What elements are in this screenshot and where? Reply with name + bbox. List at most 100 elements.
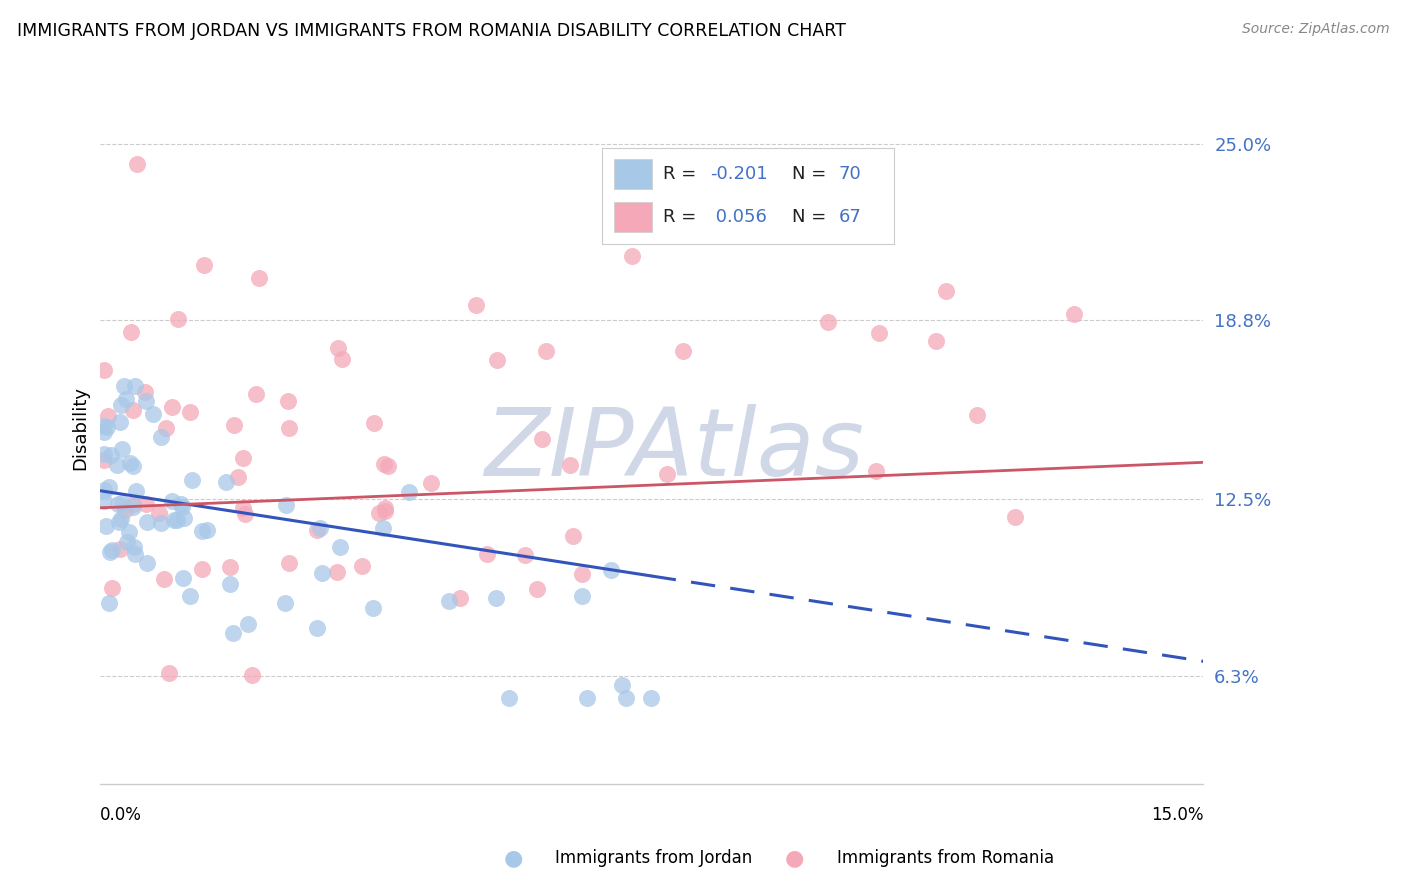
Point xyxy=(98,480,121,494)
Point xyxy=(162,494,184,508)
Point xyxy=(640,691,662,706)
Point xyxy=(558,458,581,472)
Point xyxy=(273,596,295,610)
Point xyxy=(363,600,385,615)
Point xyxy=(222,625,245,640)
Point xyxy=(162,400,184,414)
Point xyxy=(245,387,267,401)
Point xyxy=(485,352,508,367)
Point xyxy=(309,521,332,535)
Point xyxy=(374,504,396,518)
Point xyxy=(134,384,156,399)
Point xyxy=(157,666,180,681)
Point xyxy=(96,419,118,434)
Point xyxy=(110,512,132,526)
Point xyxy=(93,425,115,440)
Point xyxy=(571,589,593,603)
Point xyxy=(925,334,948,348)
Point xyxy=(219,559,242,574)
Point xyxy=(97,596,120,610)
Point xyxy=(93,483,115,497)
Point xyxy=(180,474,202,488)
Point xyxy=(439,593,461,607)
Point xyxy=(121,498,143,512)
Point xyxy=(377,458,399,473)
Point xyxy=(173,510,195,524)
Point xyxy=(124,547,146,561)
Text: 15.0%: 15.0% xyxy=(1150,806,1204,824)
Point xyxy=(966,408,988,422)
Point xyxy=(107,498,129,512)
Point xyxy=(110,398,132,412)
Point xyxy=(330,352,353,367)
Point xyxy=(449,591,471,605)
Point xyxy=(124,378,146,392)
Point xyxy=(247,270,270,285)
Point xyxy=(111,496,134,510)
Point xyxy=(121,458,143,473)
Point xyxy=(363,416,385,430)
Point xyxy=(1004,510,1026,524)
Point xyxy=(191,524,214,538)
Point xyxy=(142,407,165,421)
Text: 0.0%: 0.0% xyxy=(100,806,142,824)
Point xyxy=(170,497,193,511)
Point xyxy=(125,484,148,499)
Point xyxy=(526,582,548,596)
Point xyxy=(475,547,498,561)
Point xyxy=(135,497,157,511)
Point xyxy=(100,581,122,595)
Point xyxy=(166,513,188,527)
Point xyxy=(374,500,396,515)
Point xyxy=(100,543,122,558)
Point xyxy=(93,418,115,433)
Point xyxy=(226,470,249,484)
Point xyxy=(108,415,131,429)
Point xyxy=(191,562,214,576)
Point xyxy=(150,516,173,530)
Point xyxy=(817,315,839,329)
Point xyxy=(621,249,644,263)
Point xyxy=(93,453,115,467)
Point xyxy=(562,529,585,543)
Point xyxy=(274,499,297,513)
Point xyxy=(485,591,508,605)
Point xyxy=(115,535,138,549)
Point xyxy=(498,691,520,706)
Point xyxy=(118,525,141,540)
Point xyxy=(398,484,420,499)
Point xyxy=(464,298,486,312)
Point xyxy=(305,523,328,537)
Point xyxy=(114,502,136,516)
Point xyxy=(108,516,131,530)
Point xyxy=(179,405,201,419)
Point xyxy=(153,573,176,587)
Point xyxy=(513,548,536,562)
Point xyxy=(278,421,301,435)
Point xyxy=(534,343,557,358)
Point xyxy=(599,564,621,578)
Point xyxy=(97,409,120,423)
Point xyxy=(235,507,257,521)
Point xyxy=(326,565,349,579)
Point xyxy=(193,258,215,272)
Point xyxy=(105,458,128,472)
Point xyxy=(373,458,395,472)
Point xyxy=(172,571,194,585)
Point xyxy=(530,432,553,446)
Point xyxy=(326,341,349,355)
Point xyxy=(179,589,201,603)
Point xyxy=(614,691,637,706)
Text: Immigrants from Jordan: Immigrants from Jordan xyxy=(555,849,752,867)
Point xyxy=(214,475,236,489)
Point xyxy=(115,392,138,407)
Point xyxy=(122,540,145,554)
Point xyxy=(222,418,245,433)
Point xyxy=(172,500,194,514)
Y-axis label: Disability: Disability xyxy=(72,386,89,470)
Point xyxy=(277,394,299,409)
Point xyxy=(610,678,633,692)
Point xyxy=(155,421,177,435)
Point xyxy=(100,448,122,462)
Text: Immigrants from Romania: Immigrants from Romania xyxy=(837,849,1053,867)
